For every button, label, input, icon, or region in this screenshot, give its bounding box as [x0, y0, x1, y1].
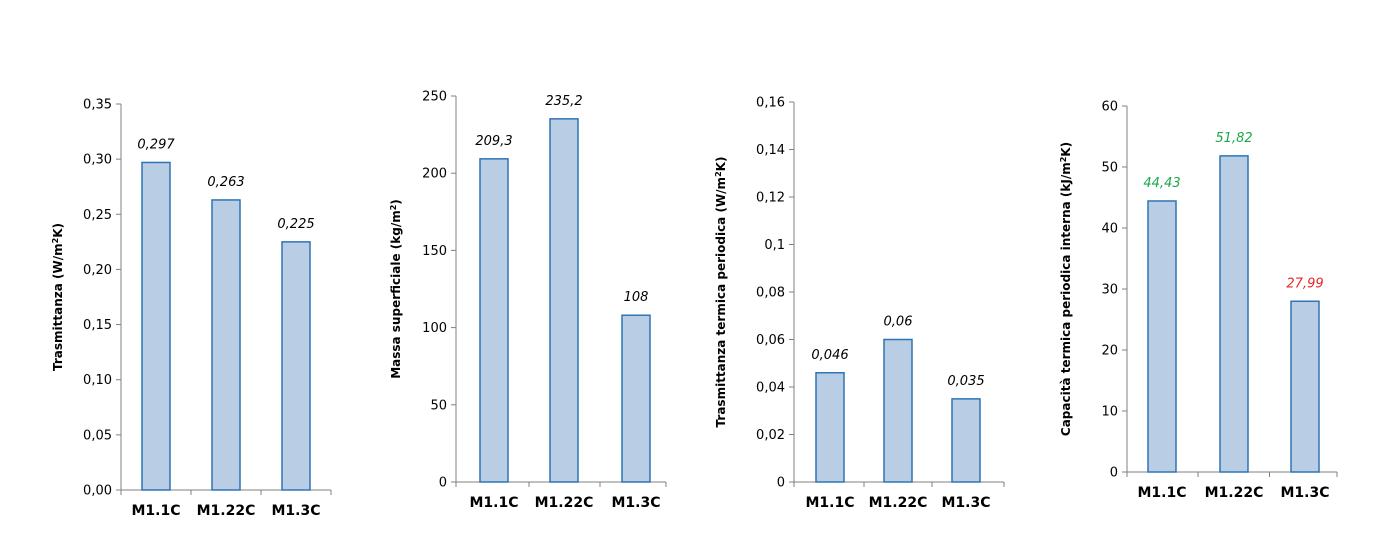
y-tick-label: 0,02 [756, 428, 785, 443]
y-tick-label: 150 [422, 244, 447, 259]
bar [1290, 300, 1320, 473]
y-tick-label: 40 [1101, 222, 1118, 237]
y-tick-label: 50 [1101, 161, 1118, 176]
y-tick-label: 0,20 [83, 263, 112, 278]
y-tick-label: 200 [422, 167, 447, 182]
y-axis-title-main: Massa superficiale (kg/m [389, 210, 403, 379]
x-category-label: M1.3C [941, 495, 990, 511]
bar [621, 314, 651, 483]
x-category-label: M1.3C [611, 495, 660, 511]
y-axis-title: Capacità termica periodica interna (kJ/m… [1059, 142, 1074, 436]
bar [815, 372, 845, 483]
y-tick-label: 50 [430, 398, 447, 413]
y-tick-label: 0 [777, 476, 785, 491]
data-label: 0,035 [947, 374, 984, 389]
x-category-label: M1.3C [271, 503, 320, 519]
bar [1219, 155, 1249, 473]
chart-4: 0 10 20 30 40 50 60 44,43 M1.1C 51,82 M1.22C 27,99 M… [1059, 100, 1338, 501]
y-tick-label: 10 [1101, 405, 1118, 420]
x-category-label: M1.1C [131, 503, 180, 519]
y-tick-label: 250 [422, 90, 447, 105]
y-tick-label: 0 [439, 476, 447, 491]
x-category-label: M1.1C [469, 495, 518, 511]
data-label: 51,82 [1215, 131, 1252, 146]
x-category-label: M1.3C [1280, 485, 1329, 501]
y-tick-label: 0,08 [756, 286, 785, 301]
y-axis-title-end: K) [714, 157, 728, 172]
y-tick-label: 60 [1101, 100, 1118, 115]
data-label: 44,43 [1143, 176, 1180, 191]
y-axis-title: Massa superficiale (kg/m2) [389, 199, 404, 379]
y-axis-title: Trasmittanza (W/m2K) [51, 223, 66, 371]
data-label: 0,297 [137, 137, 175, 152]
y-tick-label: 0 [1110, 466, 1118, 481]
chart-2: 0 50 100 150 200 250 209,3 M1.1C 235,2 M1.22C 108 M… [389, 90, 667, 511]
y-tick-label: 0,16 [756, 96, 785, 111]
y-axis-title-end: K) [51, 223, 65, 238]
y-tick-label: 0,12 [756, 191, 785, 206]
y-tick-label: 20 [1101, 344, 1118, 359]
y-tick-label: 0,00 [83, 484, 112, 499]
chart-3: 0 0,02 0,04 0,06 0,08 0,1 0,12 0,14 0,16 0,046 M1.… [714, 96, 1005, 511]
x-category-label: M1.22C [869, 495, 928, 511]
y-tick-label: 30 [1101, 283, 1118, 298]
bar [951, 398, 981, 483]
y-axis-title-sup: 2 [1059, 157, 1068, 163]
data-label: 108 [624, 290, 649, 305]
data-label: 0,225 [277, 217, 314, 232]
bar [479, 158, 509, 483]
y-axis-title-sup: 2 [714, 171, 723, 177]
y-tick-label: 0,30 [83, 153, 112, 168]
y-tick-label: 0,1 [764, 238, 785, 253]
y-tick-label: 0,04 [756, 381, 785, 396]
bar [1147, 200, 1177, 473]
y-axis-title-main: Capacità termica periodica interna (kJ/m [1059, 162, 1073, 436]
y-tick-label: 0,15 [83, 318, 112, 333]
data-label: 27,99 [1286, 276, 1323, 291]
y-axis-title-sup: 2 [389, 205, 398, 211]
y-tick-label: 0,06 [756, 333, 785, 348]
y-axis-title-end: K) [1059, 142, 1073, 157]
data-label: 0,06 [884, 315, 913, 330]
data-label: 0,046 [811, 348, 848, 363]
bar [883, 338, 913, 483]
y-tick-label: 0,05 [83, 428, 112, 443]
bar [281, 241, 311, 491]
data-label: 235,2 [545, 94, 582, 109]
bar [549, 118, 579, 483]
y-tick-label: 0,10 [83, 373, 112, 388]
y-axis-title-sup: 2 [51, 238, 60, 244]
x-category-label: M1.22C [197, 503, 256, 519]
y-axis-title: Trasmittanza termica periodica (W/m2K) [714, 157, 729, 428]
bar [141, 161, 171, 491]
chart-1: 0,00 0,05 0,10 0,15 0,20 0,25 0,30 0,35 0,297 M1.… [51, 98, 332, 519]
bar [211, 199, 241, 491]
data-label: 0,263 [207, 175, 244, 190]
x-category-label: M1.22C [1205, 485, 1264, 501]
y-tick-label: 0,35 [83, 98, 112, 113]
y-axis-title-main: Trasmittanza termica periodica (W/m [714, 177, 728, 428]
y-tick-label: 100 [422, 321, 447, 336]
y-tick-label: 0,14 [756, 143, 785, 158]
data-label: 209,3 [475, 134, 512, 149]
y-axis-title-main: Trasmittanza (W/m [51, 243, 65, 371]
x-category-label: M1.22C [535, 495, 594, 511]
x-category-label: M1.1C [1137, 485, 1186, 501]
y-axis-title-end: ) [389, 199, 403, 204]
y-tick-label: 0,25 [83, 208, 112, 223]
x-category-label: M1.1C [805, 495, 854, 511]
